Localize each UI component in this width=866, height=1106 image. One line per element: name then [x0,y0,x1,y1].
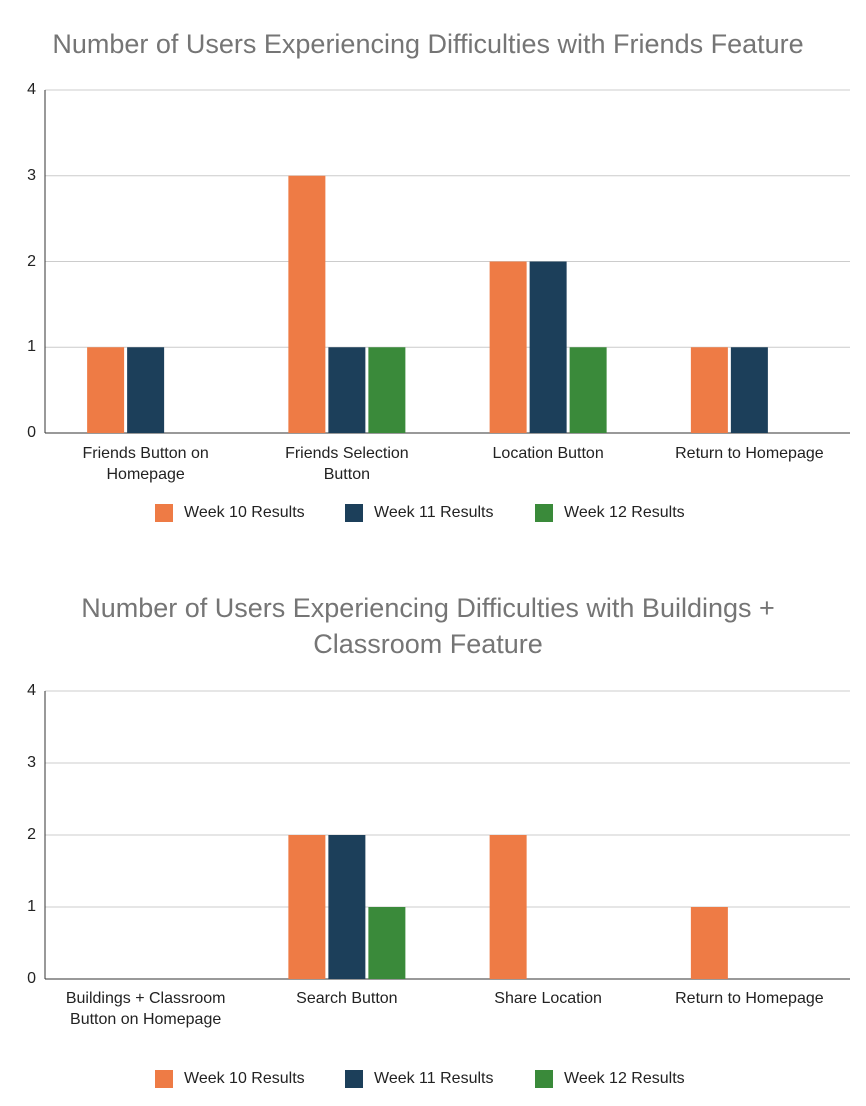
y-tick-label: 0 [27,970,36,987]
bar [127,347,165,433]
bar [328,347,366,433]
bar [288,835,326,979]
chart-title: Number of Users Experiencing Difficultie… [81,593,775,659]
bar [368,347,406,433]
legend-label: Week 11 Results [374,504,494,521]
x-tick-label: Friends Selection Button [285,445,409,483]
legend-swatch [345,504,363,522]
legend-swatch [155,504,173,522]
y-tick-label: 2 [27,826,36,843]
bar [529,261,567,433]
y-tick-label: 4 [27,81,36,98]
legend-label: Week 10 Results [184,504,305,521]
x-tick-label: Return to Homepage [675,445,824,462]
y-tick-label: 3 [27,166,36,184]
chart-title: Number of Users Experiencing Difficultie… [52,29,804,59]
bar [87,347,125,433]
bar [690,907,728,979]
x-tick-label: Share Location [494,990,602,1007]
x-tick-label: Location Button [492,445,604,462]
legend-swatch [535,1070,553,1088]
bar [288,175,326,433]
bar [569,347,607,433]
bar [730,347,768,433]
x-tick-label: Friends Button on Homepage [82,445,209,483]
y-tick-label: 2 [27,252,36,270]
legend-label: Week 10 Results [184,1070,305,1087]
y-tick-label: 1 [27,898,36,915]
bar [690,347,728,433]
y-tick-label: 3 [27,754,36,771]
legend-label: Week 12 Results [564,1070,685,1087]
y-tick-label: 4 [27,682,36,699]
bar [489,835,527,979]
bar [489,261,527,433]
x-tick-label: Search Button [296,990,398,1007]
y-tick-label: 1 [27,338,36,356]
y-tick-label: 0 [27,424,36,441]
legend-swatch [535,504,553,522]
bar [328,835,366,979]
legend-label: Week 12 Results [564,504,685,521]
x-tick-label: Return to Homepage [675,990,824,1007]
x-tick-label: Buildings + Classroom Button on Homepage [65,990,226,1028]
legend-swatch [345,1070,363,1088]
legend-swatch [155,1070,173,1088]
legend-label: Week 11 Results [374,1070,494,1087]
bar [368,907,406,979]
